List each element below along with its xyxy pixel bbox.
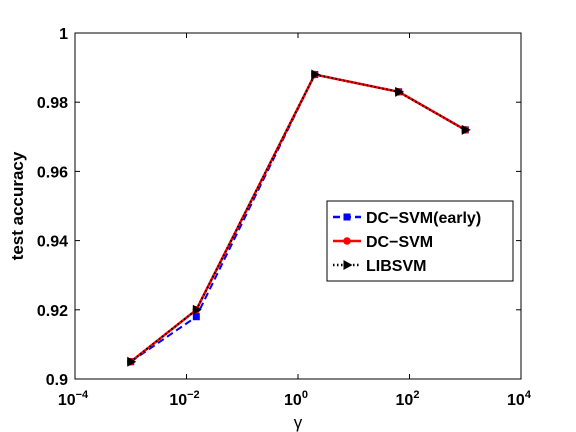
series-2 (127, 69, 471, 367)
x-tick-label-1: 10−2 (169, 389, 199, 409)
y-tick-label-2: 0.94 (37, 234, 68, 251)
data-point-2-1 (192, 304, 202, 315)
x-tick-label-0: 10−4 (58, 389, 89, 409)
legend-label-1: DC−SVM (366, 234, 433, 251)
series-layer (126, 69, 471, 367)
legend: DC−SVM(early) DC−SVM LIBSVM (326, 200, 514, 282)
y-tick-label-1: 0.92 (37, 303, 68, 320)
legend-label-2: LIBSVM (366, 258, 426, 275)
legend-marker-2 (343, 260, 353, 270)
data-point-2-4 (461, 124, 471, 135)
y-tick-label-4: 0.98 (37, 95, 68, 112)
y-tick-label-3: 0.96 (37, 164, 68, 181)
y-tick-label-0: 0.9 (46, 372, 68, 389)
x-axis-label: γ (294, 413, 303, 432)
x-tick-label-3: 102 (396, 389, 420, 409)
data-point-2-2 (311, 69, 321, 80)
y-tick-label-5: 1 (59, 26, 68, 43)
data-point-2-3 (395, 86, 405, 97)
data-point-0-1 (192, 313, 200, 321)
x-tick-label-2: 100 (284, 389, 308, 409)
legend-marker-0 (343, 213, 351, 221)
legend-label-0: DC−SVM(early) (366, 210, 481, 227)
legend-marker-1 (343, 237, 351, 245)
data-point-2-0 (127, 356, 137, 367)
x-tick-label-4: 104 (507, 389, 532, 409)
y-axis-label: test accuracy (8, 151, 27, 260)
tick-layer: 10−4 10−2 100 102 104 0.9 0.92 0.94 0.96 0.98 1 (37, 26, 532, 409)
